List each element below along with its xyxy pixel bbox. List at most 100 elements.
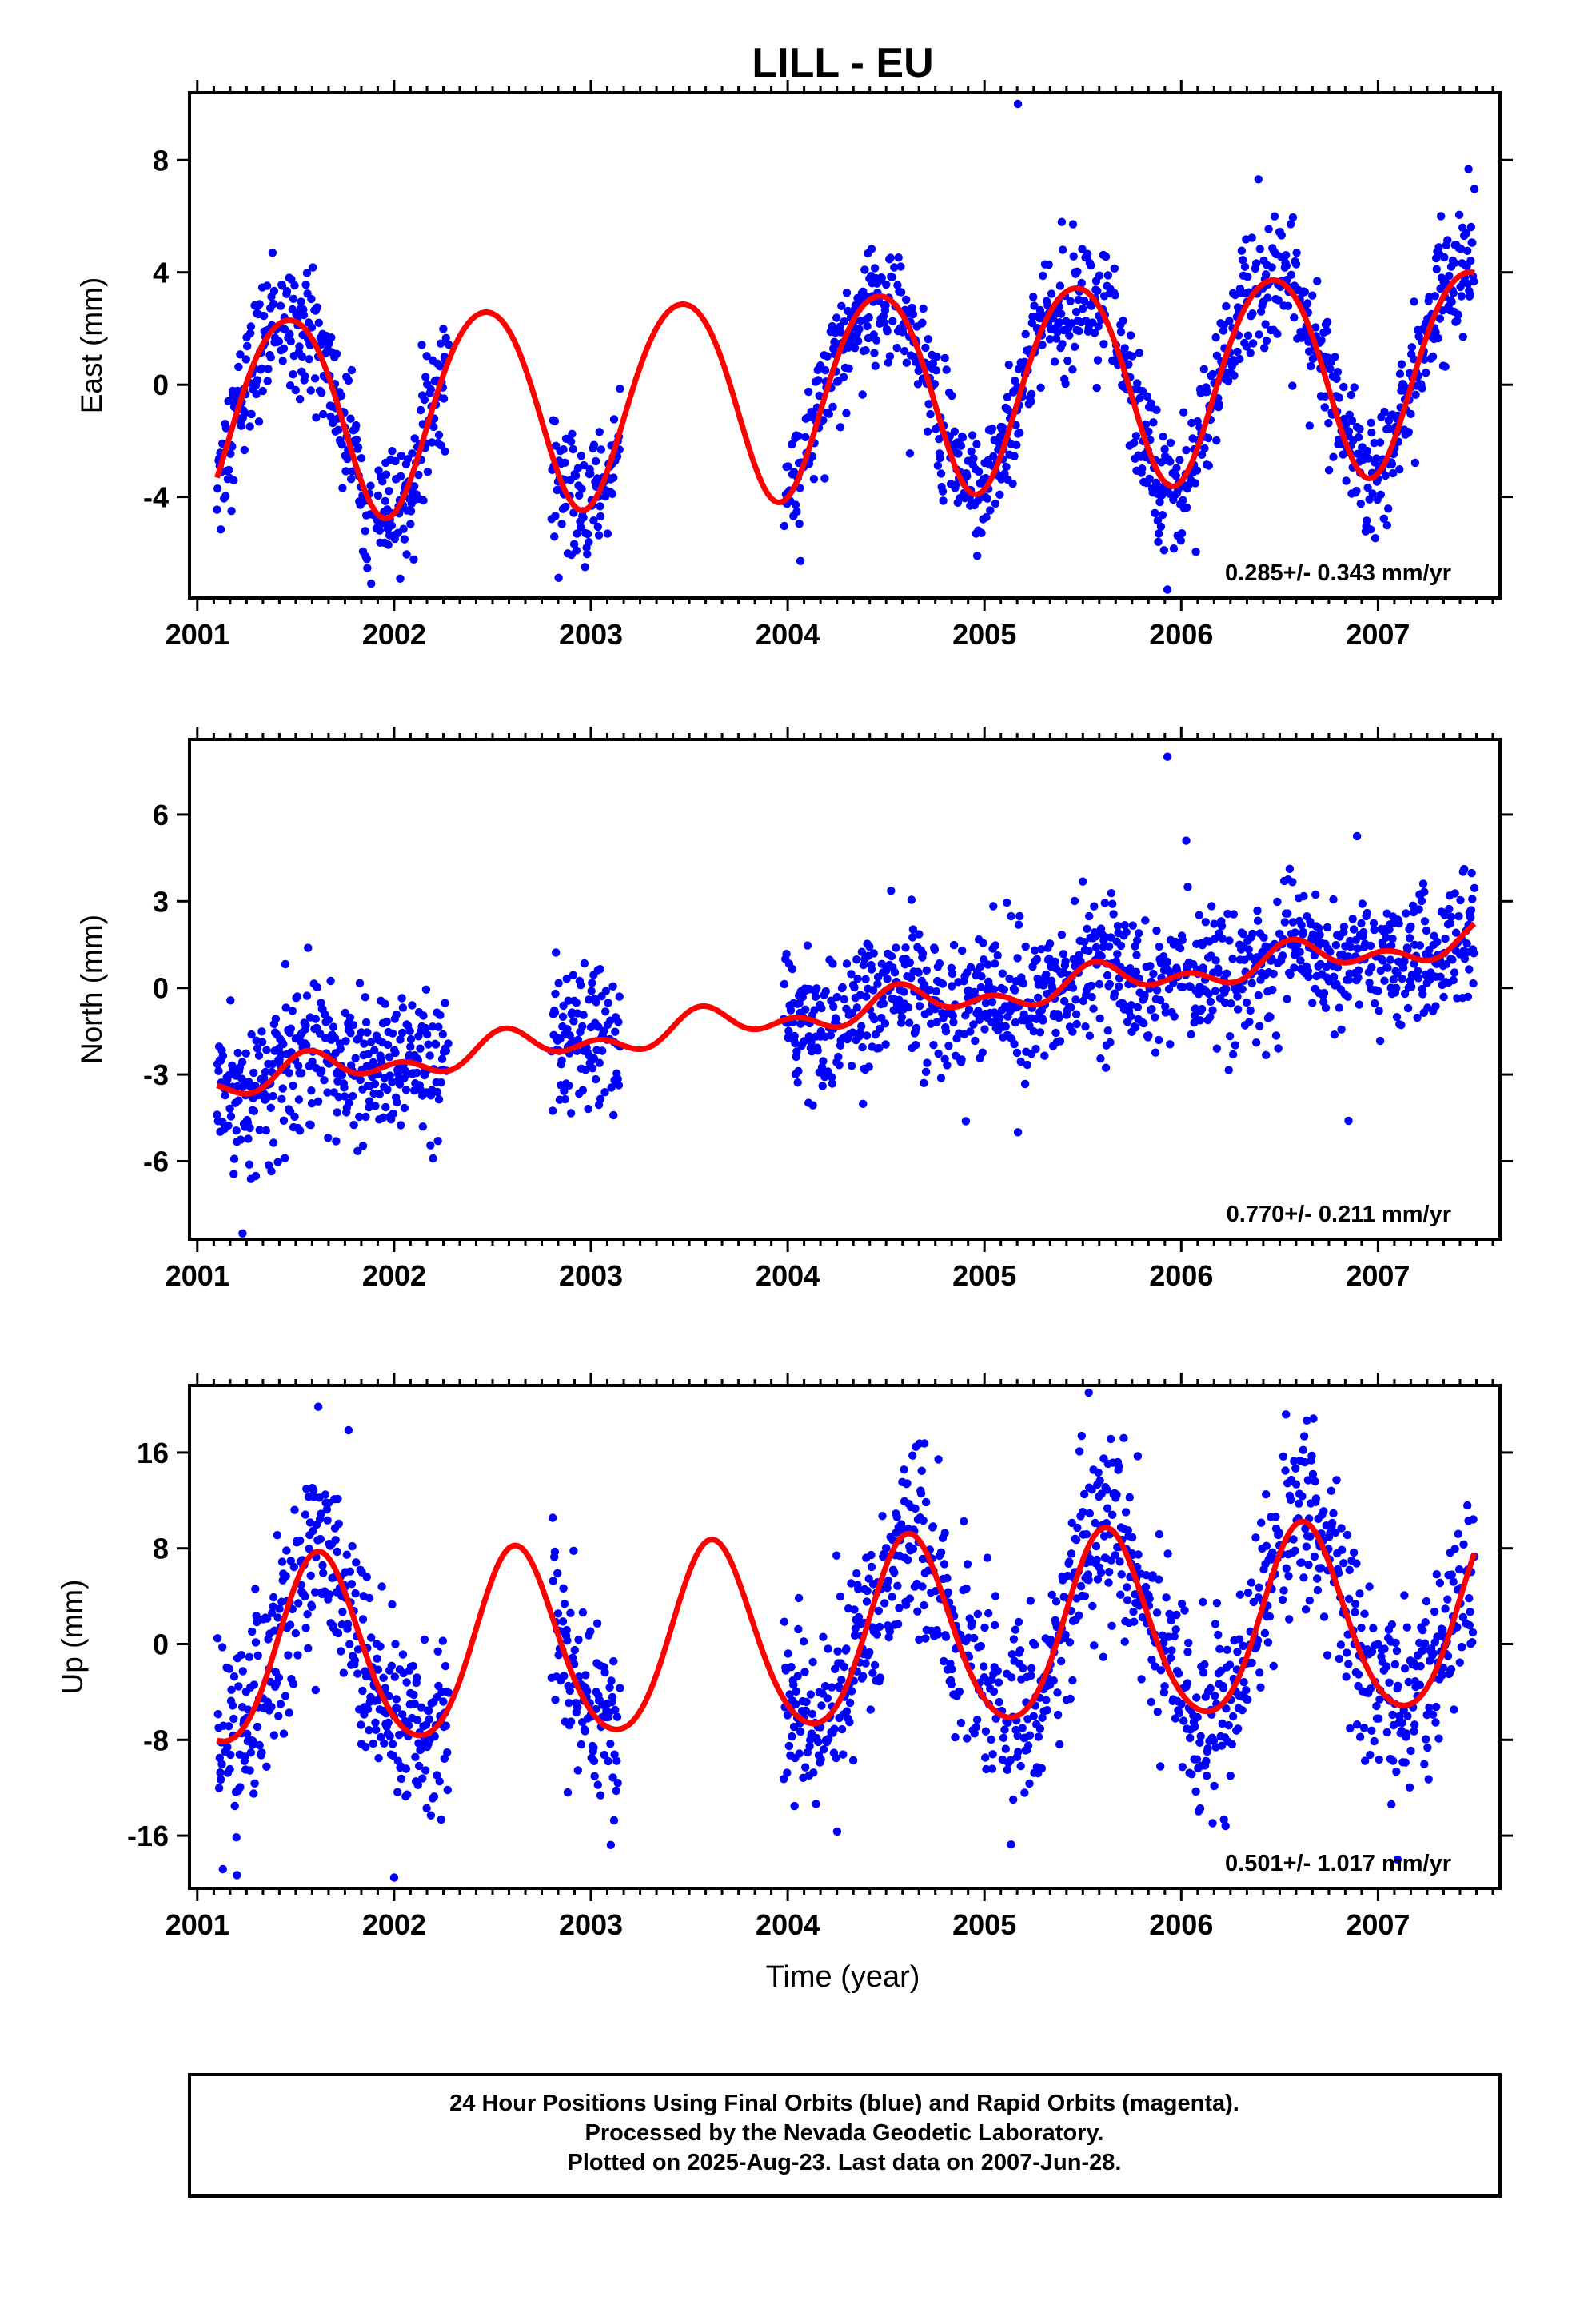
data-point bbox=[906, 1594, 914, 1602]
data-point bbox=[608, 490, 616, 498]
data-point bbox=[337, 1045, 345, 1053]
data-point bbox=[1088, 1602, 1096, 1610]
data-point bbox=[1153, 1608, 1161, 1616]
data-point bbox=[566, 1687, 574, 1695]
data-point bbox=[1015, 429, 1023, 436]
data-point bbox=[1207, 902, 1215, 910]
data-point bbox=[567, 1109, 575, 1117]
data-point bbox=[262, 1046, 270, 1054]
data-point bbox=[386, 1732, 394, 1740]
data-point bbox=[1106, 1038, 1114, 1046]
data-point bbox=[1306, 421, 1314, 429]
data-point bbox=[1211, 956, 1219, 964]
data-point bbox=[214, 1067, 222, 1075]
data-point bbox=[923, 967, 931, 975]
data-point bbox=[852, 955, 860, 963]
data-point bbox=[909, 1545, 917, 1553]
data-point bbox=[1367, 942, 1375, 950]
data-point bbox=[301, 1593, 309, 1600]
data-point bbox=[908, 1452, 916, 1460]
data-point bbox=[1278, 231, 1286, 239]
data-point bbox=[352, 1558, 360, 1566]
data-point bbox=[1352, 487, 1360, 495]
data-point bbox=[901, 943, 909, 951]
data-point bbox=[1255, 991, 1263, 999]
data-point bbox=[1225, 1721, 1233, 1729]
data-point bbox=[976, 963, 984, 971]
data-point bbox=[1003, 899, 1011, 907]
data-point bbox=[594, 1780, 602, 1788]
data-point bbox=[611, 1028, 619, 1036]
data-point bbox=[1433, 1570, 1441, 1578]
data-point bbox=[345, 1426, 353, 1434]
data-point bbox=[1298, 1492, 1306, 1500]
data-point bbox=[1176, 944, 1184, 952]
data-point bbox=[1166, 457, 1174, 465]
data-point bbox=[1391, 1660, 1399, 1668]
data-point bbox=[1290, 313, 1298, 321]
data-point bbox=[1086, 1509, 1094, 1517]
data-point bbox=[1234, 1724, 1242, 1732]
data-point bbox=[1260, 344, 1268, 352]
data-point bbox=[363, 555, 371, 563]
data-point bbox=[817, 1004, 825, 1012]
data-point bbox=[921, 344, 929, 352]
data-point bbox=[1196, 1016, 1204, 1024]
data-point bbox=[1135, 929, 1143, 937]
data-point bbox=[595, 531, 603, 539]
data-point bbox=[1339, 1559, 1347, 1567]
data-point bbox=[814, 1046, 822, 1054]
data-point bbox=[1334, 368, 1342, 376]
data-point bbox=[1322, 1004, 1330, 1012]
data-point bbox=[589, 1744, 597, 1752]
data-point bbox=[1395, 919, 1403, 927]
data-point bbox=[1153, 986, 1161, 994]
data-point bbox=[934, 1630, 942, 1638]
data-point bbox=[1179, 409, 1187, 417]
data-point bbox=[824, 1644, 832, 1652]
data-point bbox=[894, 1620, 902, 1628]
data-point bbox=[425, 1707, 433, 1715]
data-point bbox=[1159, 433, 1167, 440]
data-point bbox=[1420, 887, 1428, 895]
data-point bbox=[435, 1095, 443, 1103]
data-point bbox=[1058, 340, 1066, 348]
data-point bbox=[1466, 290, 1474, 298]
data-point bbox=[1256, 245, 1264, 253]
data-point bbox=[1113, 950, 1121, 958]
data-point bbox=[1133, 936, 1141, 944]
data-point bbox=[337, 1647, 345, 1655]
data-point bbox=[563, 1636, 571, 1644]
data-point bbox=[1095, 272, 1103, 280]
data-point bbox=[1405, 428, 1413, 436]
data-point bbox=[564, 1788, 572, 1796]
data-point bbox=[385, 1719, 393, 1727]
data-point bbox=[578, 1022, 586, 1030]
data-point bbox=[1406, 1747, 1414, 1755]
data-point bbox=[1270, 970, 1278, 978]
data-point bbox=[1058, 218, 1066, 226]
data-point bbox=[1019, 979, 1027, 987]
data-point bbox=[840, 373, 848, 381]
data-point bbox=[438, 1055, 446, 1063]
data-point bbox=[918, 319, 926, 327]
data-point bbox=[780, 522, 788, 530]
data-point bbox=[820, 474, 828, 482]
data-point bbox=[1175, 1669, 1183, 1677]
data-point bbox=[218, 1643, 226, 1651]
data-point bbox=[551, 417, 559, 425]
data-point bbox=[868, 1563, 876, 1571]
data-point bbox=[929, 1522, 937, 1530]
data-point bbox=[234, 1096, 242, 1104]
data-point bbox=[1321, 403, 1329, 411]
data-point bbox=[559, 445, 567, 453]
data-point bbox=[1421, 917, 1429, 925]
y-tick-label: -4 bbox=[143, 481, 169, 514]
data-point bbox=[256, 1741, 264, 1749]
data-point bbox=[944, 1042, 952, 1050]
data-point bbox=[256, 300, 264, 308]
data-point bbox=[568, 430, 576, 438]
data-point bbox=[1357, 1624, 1365, 1632]
data-point bbox=[1235, 355, 1243, 363]
data-point bbox=[247, 1748, 255, 1756]
